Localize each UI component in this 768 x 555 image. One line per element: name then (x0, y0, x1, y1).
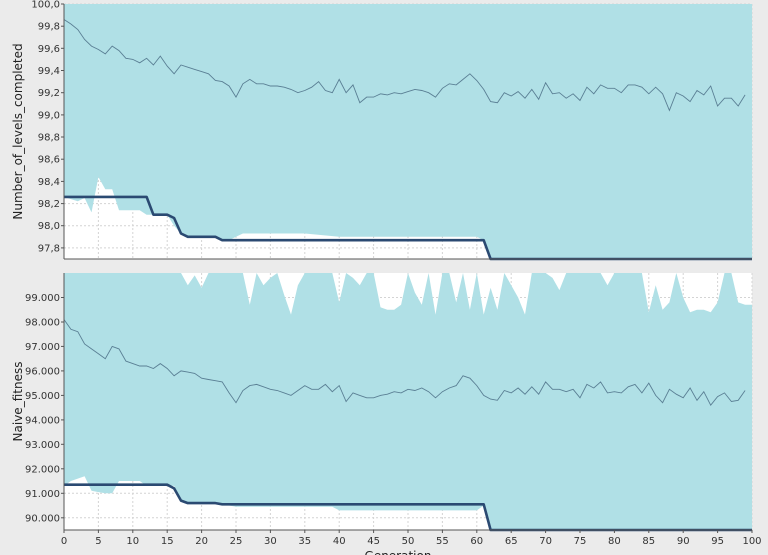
y-tick-label: 94.000 (25, 415, 60, 426)
y-tick-label: 91.000 (25, 489, 60, 500)
chart-panel-1: 97,8 98,0 98,2 98,4 98,6 98,8 99,0 99,2 99,4 99,6… (11, 0, 753, 261)
y-tick-label: 92.000 (25, 464, 60, 475)
y-tick-label: 99,2 (38, 88, 60, 99)
x-tick-label: 70 (539, 536, 552, 547)
mean-line (63, 19, 746, 112)
y-tick-label: 96.000 (25, 366, 60, 377)
x-tick-label: 5 (95, 536, 101, 547)
y-tick-label: 93.000 (25, 440, 60, 451)
x-axis-label: Generation (365, 549, 432, 555)
y-axis-label: Naive_fitness (11, 362, 25, 442)
y-axis-label: Number_of_levels_completed (11, 43, 25, 219)
y-tick-label: 99,6 (38, 44, 60, 55)
y-tick-label: 99,0 (38, 110, 60, 121)
x-tick-label: 0 (61, 536, 67, 547)
x-tick-label: 55 (436, 536, 449, 547)
x-tick-label: 45 (367, 536, 380, 547)
y-tick-label: 95.000 (25, 391, 60, 402)
y-tick-label: 98,6 (38, 155, 60, 166)
best-line (64, 195, 752, 261)
y-tick-label: 99,4 (38, 66, 60, 77)
y-tick-label: 98,8 (38, 133, 60, 144)
x-tick-label: 60 (470, 536, 483, 547)
x-tick-label: 85 (642, 536, 655, 547)
best-line (64, 483, 752, 532)
x-tick-label: 25 (230, 536, 243, 547)
mean-line (63, 319, 746, 407)
x-tick-label: 10 (126, 536, 139, 547)
y-tick-label: 98,2 (38, 199, 60, 210)
min-max-band (64, 273, 752, 530)
y-tick-label: 100,0 (31, 0, 60, 11)
x-tick-label: 65 (505, 536, 518, 547)
y-tick-label: 97,8 (38, 243, 60, 254)
x-tick-label: 50 (402, 536, 415, 547)
x-tick-label: 100 (742, 536, 761, 547)
y-tick-label: 98,4 (38, 177, 60, 188)
x-tick-label: 30 (264, 536, 277, 547)
x-tick-label: 40 (333, 536, 346, 547)
x-tick-label: 75 (574, 536, 587, 547)
y-tick-label: 90.000 (25, 513, 60, 524)
min-max-band (64, 4, 752, 259)
y-tick-label: 98,0 (38, 221, 60, 232)
x-tick-label: 90 (677, 536, 690, 547)
y-tick-label: 97.000 (25, 342, 60, 353)
x-tick-label: 80 (608, 536, 621, 547)
x-tick-label: 95 (711, 536, 724, 547)
x-tick-label: 15 (161, 536, 174, 547)
x-tick-label: 20 (195, 536, 208, 547)
chart-panel-2: 90.000 91.000 92.000 93.000 94.000 95.000 96.0… (11, 273, 762, 555)
y-tick-label: 99,8 (38, 22, 60, 33)
x-tick-label: 35 (298, 536, 311, 547)
y-tick-label: 99.000 (25, 293, 60, 304)
y-tick-label: 98.000 (25, 318, 60, 329)
